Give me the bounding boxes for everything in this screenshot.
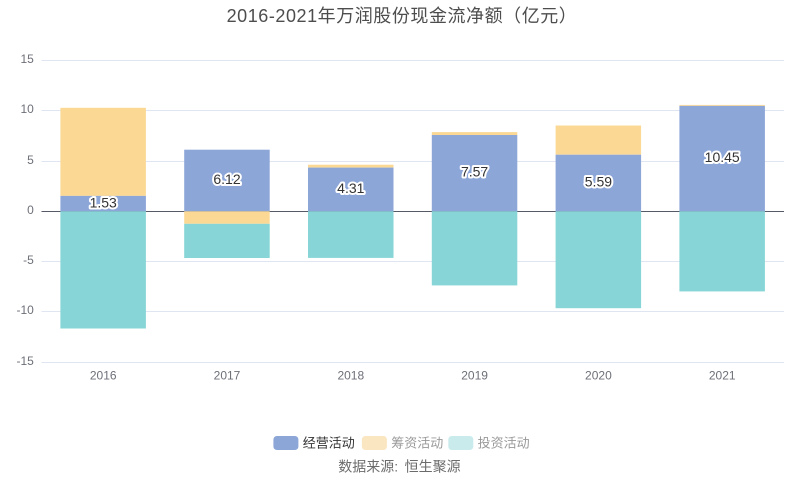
- svg-text:-10: -10: [16, 303, 34, 317]
- svg-text:2021: 2021: [709, 369, 736, 383]
- svg-text:15: 15: [20, 52, 34, 66]
- svg-text:10: 10: [20, 102, 34, 116]
- svg-text:5.59: 5.59: [585, 174, 612, 190]
- svg-text:2019: 2019: [461, 369, 488, 383]
- svg-text:0: 0: [27, 203, 34, 217]
- svg-text:2016: 2016: [90, 369, 117, 383]
- svg-text:筹资活动: 筹资活动: [391, 435, 443, 450]
- svg-text:-15: -15: [16, 354, 34, 368]
- svg-text:4.31: 4.31: [337, 180, 364, 196]
- svg-text:-5: -5: [23, 253, 34, 267]
- svg-text:1.53: 1.53: [90, 194, 117, 210]
- svg-text:7.57: 7.57: [461, 164, 488, 180]
- svg-text:投资活动: 投资活动: [478, 435, 530, 450]
- svg-text:2016-2021年万润股份现金流净额（亿元）: 2016-2021年万润股份现金流净额（亿元）: [227, 6, 578, 26]
- svg-text:10.45: 10.45: [705, 149, 740, 165]
- svg-text:6.12: 6.12: [213, 171, 240, 187]
- svg-text:5: 5: [27, 153, 34, 167]
- svg-text:经营活动: 经营活动: [303, 435, 355, 450]
- svg-text:2017: 2017: [214, 369, 241, 383]
- svg-text:2020: 2020: [585, 369, 612, 383]
- svg-text:2018: 2018: [337, 369, 364, 383]
